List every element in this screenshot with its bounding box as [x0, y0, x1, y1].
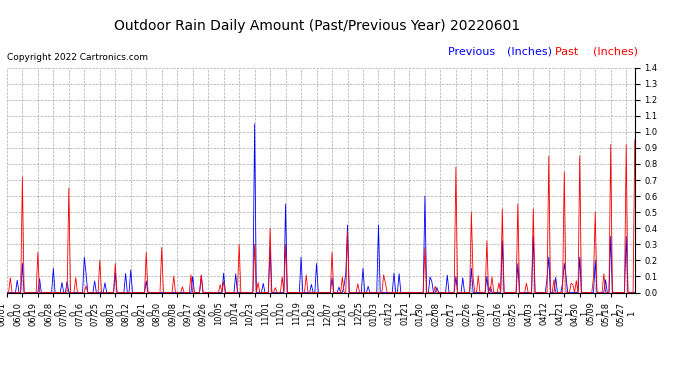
Text: Copyright 2022 Cartronics.com: Copyright 2022 Cartronics.com	[7, 53, 148, 62]
Text: (Inches): (Inches)	[507, 47, 552, 57]
Text: Outdoor Rain Daily Amount (Past/Previous Year) 20220601: Outdoor Rain Daily Amount (Past/Previous…	[115, 19, 520, 33]
Text: (Inches): (Inches)	[593, 47, 638, 57]
Text: Previous: Previous	[448, 47, 502, 57]
Text: Past: Past	[555, 47, 586, 57]
